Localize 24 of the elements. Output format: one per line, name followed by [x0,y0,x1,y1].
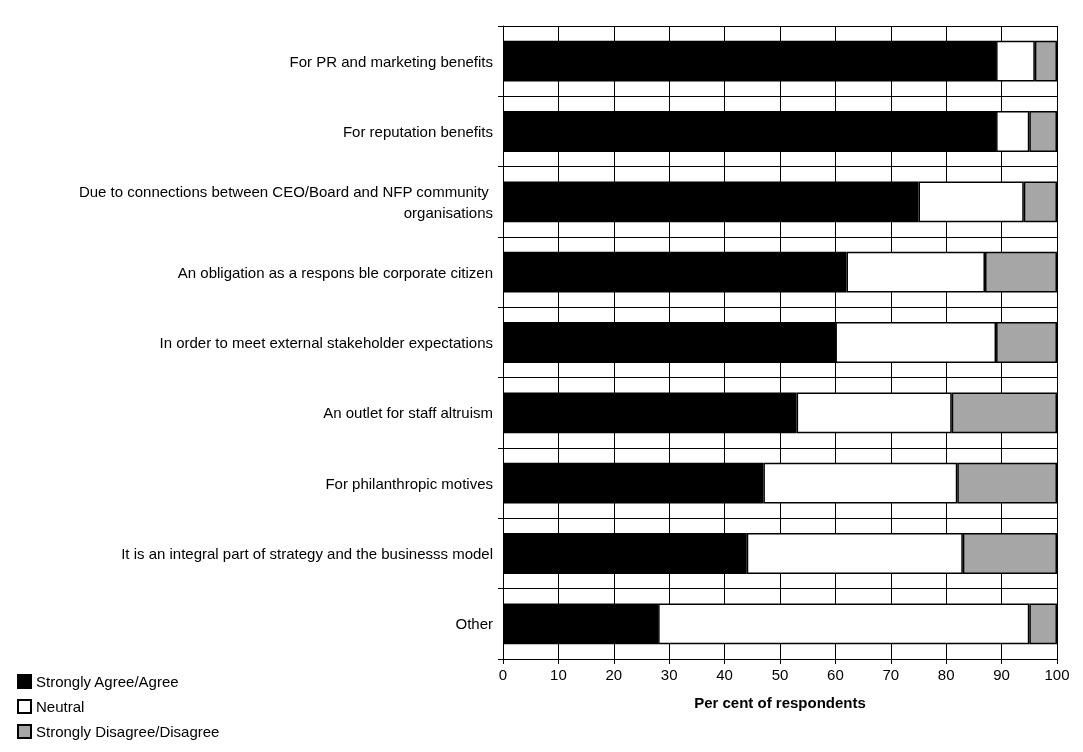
x-tick-label: 30 [660,666,678,683]
x-tick-label: 50 [771,666,789,683]
x-tick-label: 80 [937,666,955,683]
legend-label: Strongly Disagree/Disagree [36,723,220,740]
x-tick-label: 70 [882,666,900,683]
y-tick-label: Due to connections between CEO/Board and NFP community organisations [78,182,493,221]
legend-label: Strongly Agree/Agree [36,673,179,690]
x-tick-label: 100 [1044,666,1070,683]
x-tick-label: 20 [605,666,623,683]
x-tick-label: 60 [827,666,844,683]
y-tick-label: In order to meet external stakeholder expectations [159,334,493,351]
x-tick-label: 40 [716,666,733,683]
x-tick-label: 90 [993,666,1010,683]
x-axis-title: Per cent of respondents [694,694,866,711]
x-tick-label: 0 [498,666,508,683]
y-tick-label: For philanthropic motives [325,474,493,492]
x-tick-label: 10 [550,666,567,683]
y-tick-label: Other [455,615,493,633]
legend-label: Neutral [36,698,85,715]
y-tick-label: An outlet for staff altruism [323,404,493,422]
y-tick-label: For PR and marketing benefits [289,52,493,70]
y-tick-label: It is an integral part of strategy and the businesss model [121,545,493,562]
y-tick-label: An obligation as a respons ble corporate citizen [177,263,493,281]
y-tick-label: For reputation benefits [342,123,493,140]
